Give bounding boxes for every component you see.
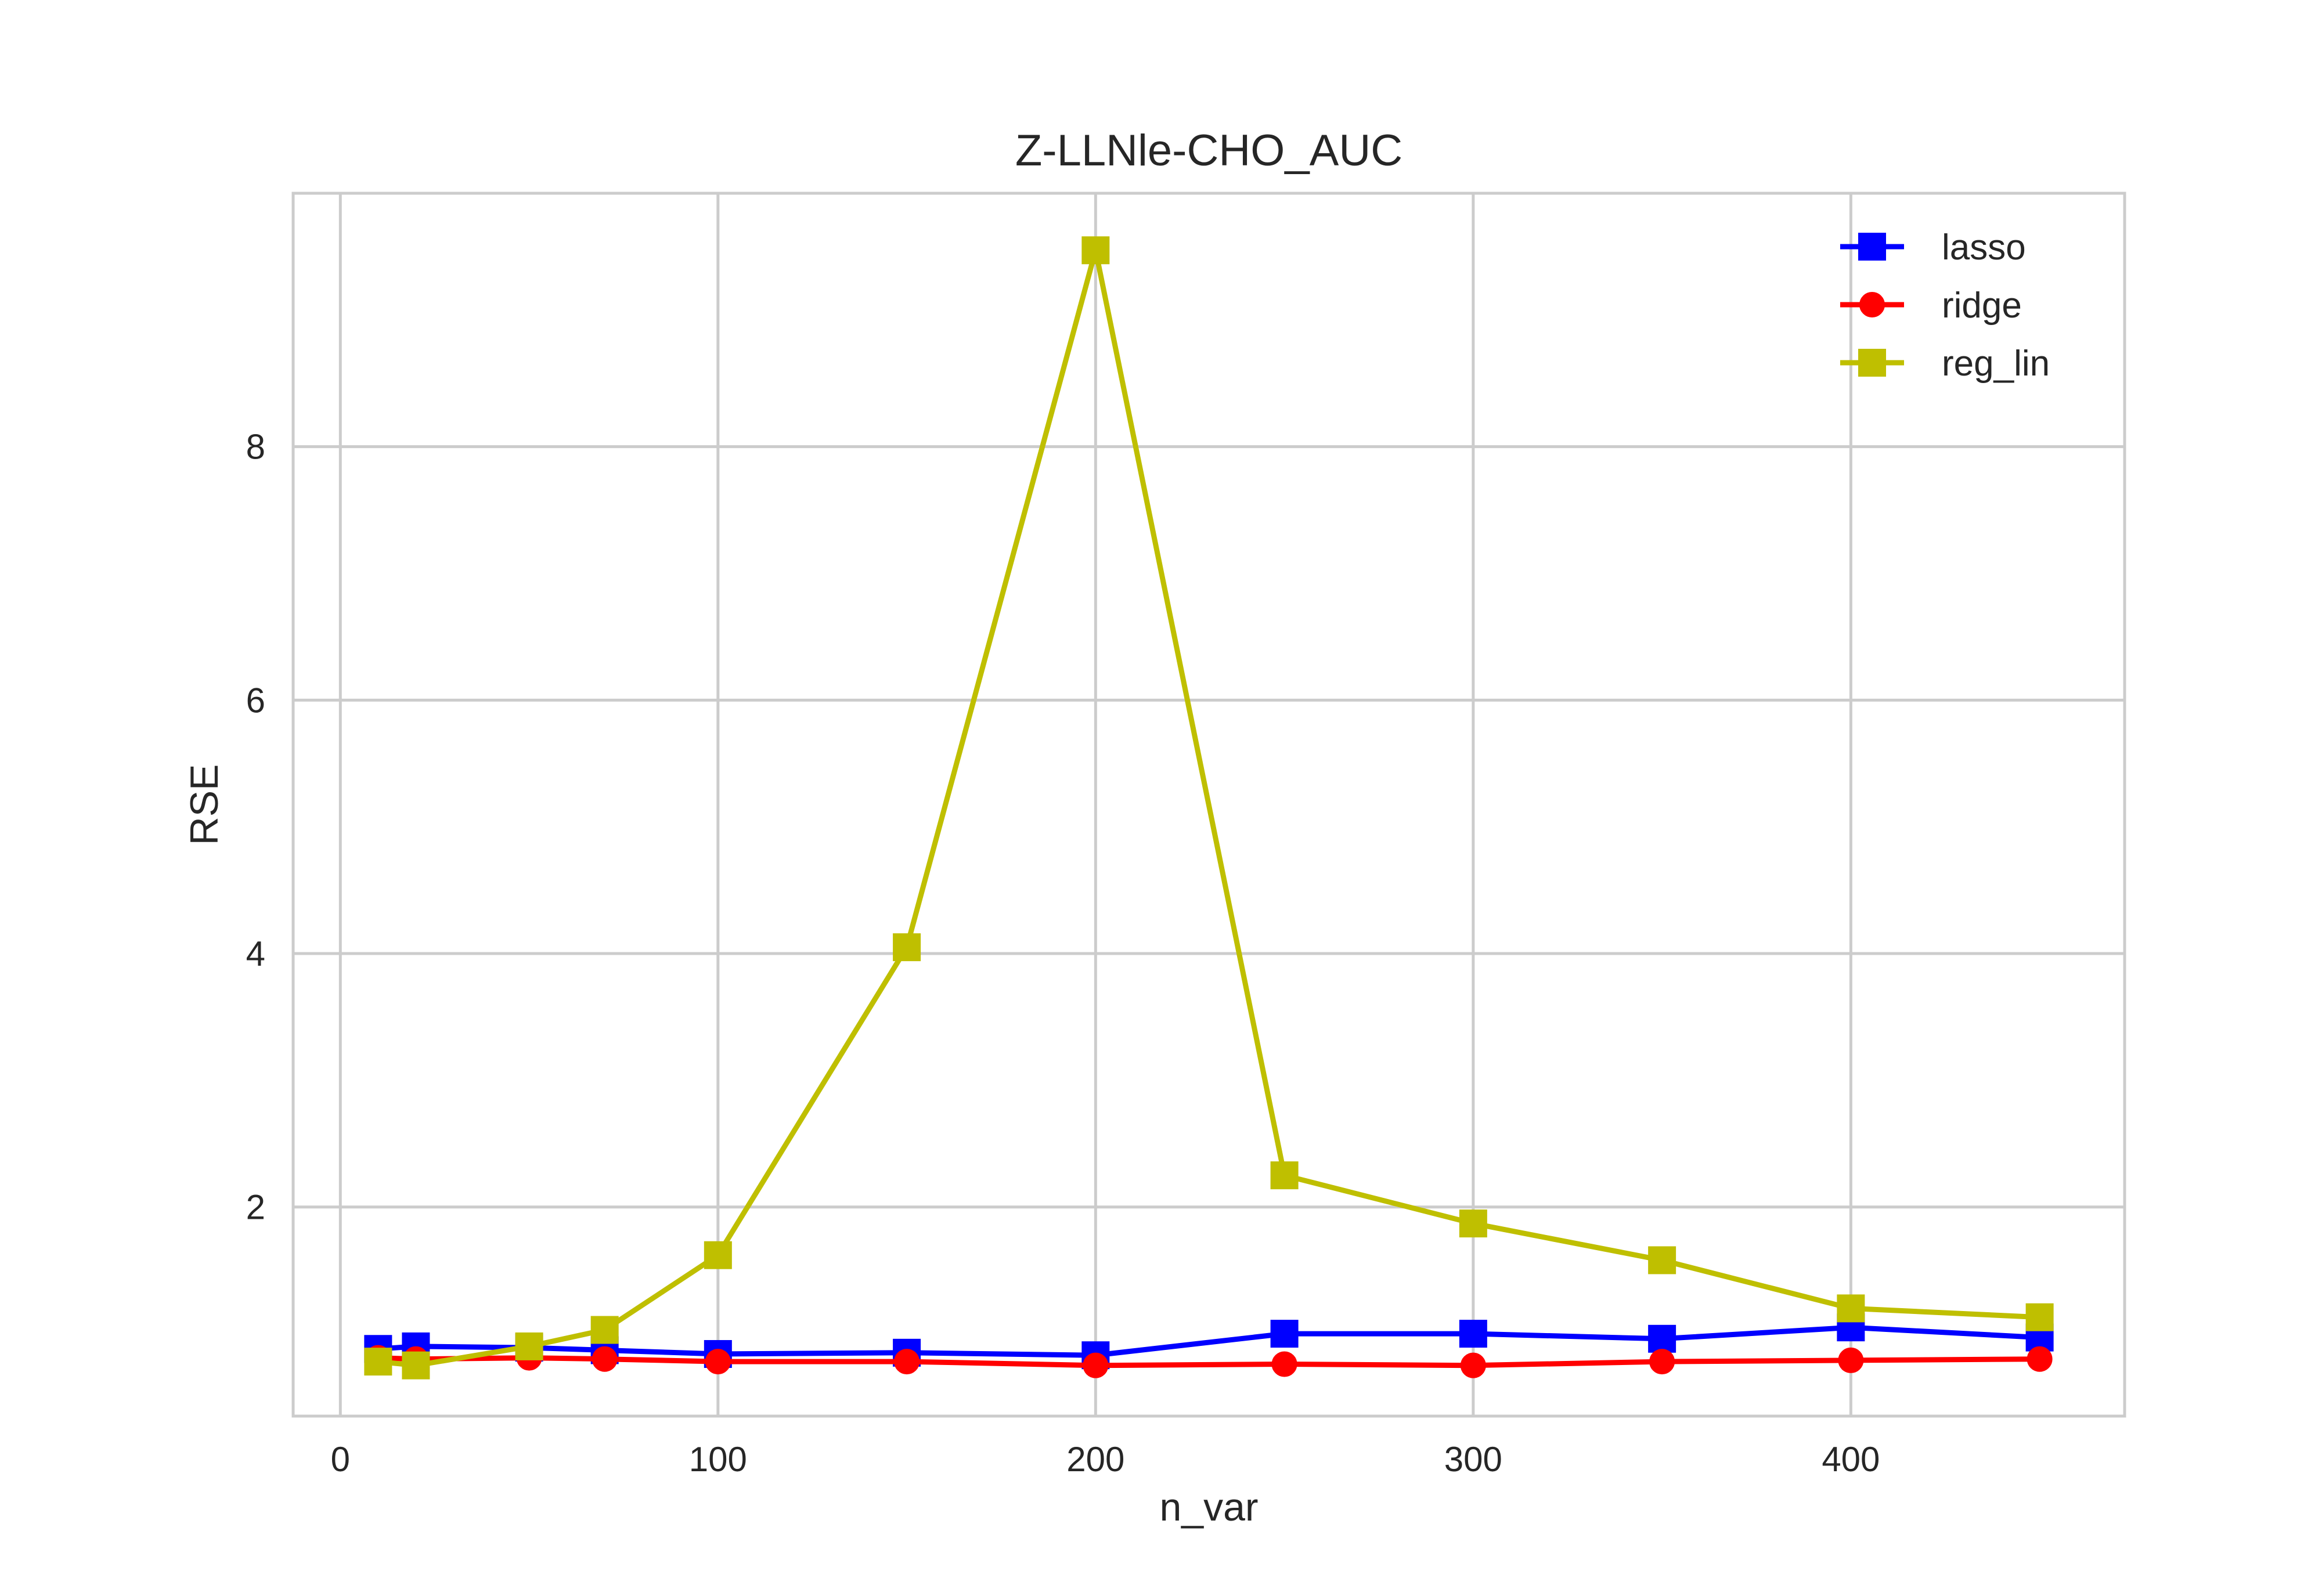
series-ridge: [365, 1345, 2053, 1378]
x-tick-label: 100: [689, 1440, 747, 1479]
x-tick-label: 400: [1822, 1440, 1880, 1479]
series-reg_lin: [364, 236, 2054, 1380]
x-tick-label: 200: [1066, 1440, 1124, 1479]
legend-label-lasso: lasso: [1942, 228, 2026, 268]
y-tick-label: 4: [246, 934, 265, 973]
data-point-reg_lin: [1459, 1209, 1487, 1238]
data-point-reg_lin: [893, 933, 921, 962]
data-point-ridge: [894, 1349, 920, 1375]
series-line-reg_lin: [377, 247, 2040, 1368]
data-point-ridge: [1649, 1349, 1675, 1375]
data-point-lasso: [1459, 1320, 1487, 1348]
data-point-reg_lin: [1081, 236, 1110, 265]
chart-title: Z-LLNle-CHO_AUC: [1015, 126, 1402, 175]
data-point-reg_lin: [1837, 1294, 1865, 1323]
legend-item-reg_lin: reg_lin: [1840, 344, 2050, 384]
x-tick-label: 0: [331, 1440, 350, 1479]
y-tick-label: 2: [246, 1188, 265, 1227]
legend-marker-reg_lin: [1858, 349, 1886, 377]
data-point-reg_lin: [515, 1332, 543, 1360]
data-point-reg_lin: [402, 1351, 430, 1380]
data-point-ridge: [705, 1349, 731, 1375]
legend-label-reg_lin: reg_lin: [1942, 344, 2050, 384]
y-axis-label: RSE: [182, 764, 226, 846]
series-line-ridge: [378, 1355, 2040, 1368]
data-point-reg_lin: [2025, 1303, 2054, 1331]
data-point-ridge: [1460, 1352, 1486, 1378]
data-point-ridge: [592, 1346, 618, 1372]
legend-marker-ridge: [1859, 292, 1885, 317]
data-point-lasso: [1270, 1320, 1299, 1348]
legend: lasso ridge reg_lin: [1840, 228, 2050, 384]
legend-marker-lasso: [1858, 233, 1886, 261]
data-point-ridge: [1271, 1351, 1297, 1377]
data-point-ridge: [1838, 1347, 1864, 1373]
tick-labels: 0 100 200 300 400 2 4 6 8: [246, 428, 1880, 1479]
data-point-reg_lin: [704, 1241, 732, 1269]
data-point-ridge: [2027, 1346, 2053, 1372]
data-point-reg_lin: [590, 1316, 619, 1344]
legend-item-lasso: lasso: [1840, 228, 2026, 268]
x-axis-label: n_var: [1159, 1485, 1258, 1529]
series: [364, 236, 2054, 1380]
plot-frame: [291, 192, 2126, 1418]
y-tick-label: 8: [246, 428, 265, 467]
data-point-reg_lin: [364, 1348, 392, 1376]
data-point-lasso: [1648, 1324, 1676, 1353]
legend-item-ridge: ridge: [1840, 286, 2022, 326]
data-point-ridge: [1083, 1352, 1109, 1378]
data-point-reg_lin: [1648, 1246, 1676, 1274]
legend-label-ridge: ridge: [1942, 286, 2022, 326]
data-point-reg_lin: [1270, 1161, 1299, 1190]
x-tick-label: 300: [1444, 1440, 1502, 1479]
y-tick-label: 6: [246, 681, 265, 720]
